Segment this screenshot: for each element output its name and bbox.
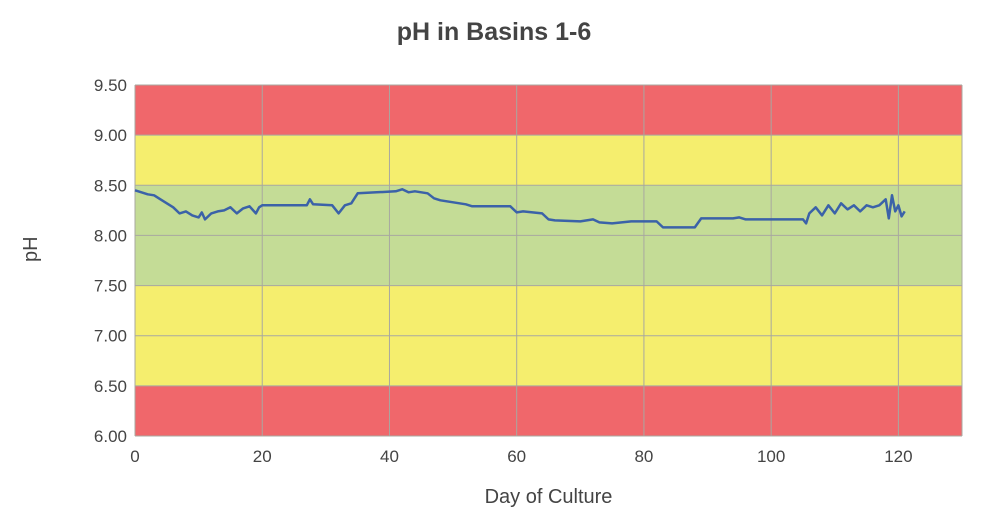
y-tick-label: 6.50	[94, 377, 127, 396]
band-1	[135, 135, 962, 186]
y-axis-label: pH	[20, 236, 42, 262]
x-tick-label: 0	[130, 447, 139, 466]
y-tick-label: 8.00	[94, 226, 127, 245]
y-tick-label: 6.00	[94, 427, 127, 446]
band-4	[135, 385, 962, 436]
y-tick-label: 9.00	[94, 126, 127, 145]
x-tick-label: 120	[884, 447, 912, 466]
x-tick-label: 60	[507, 447, 526, 466]
chart-title: pH in Basins 1-6	[396, 18, 592, 46]
x-tick-label: 40	[380, 447, 399, 466]
x-axis-label: Day of Culture	[484, 486, 613, 508]
y-tick-label: 9.50	[94, 76, 127, 95]
y-tick-label: 7.00	[94, 327, 127, 346]
x-tick-label: 80	[634, 447, 653, 466]
y-tick-label: 8.50	[94, 176, 127, 195]
y-tick-label: 7.50	[94, 277, 127, 296]
band-0	[135, 85, 962, 136]
x-tick-label: 20	[253, 447, 272, 466]
series-line-pH	[134, 188, 906, 229]
x-tick-label: 100	[757, 447, 785, 466]
